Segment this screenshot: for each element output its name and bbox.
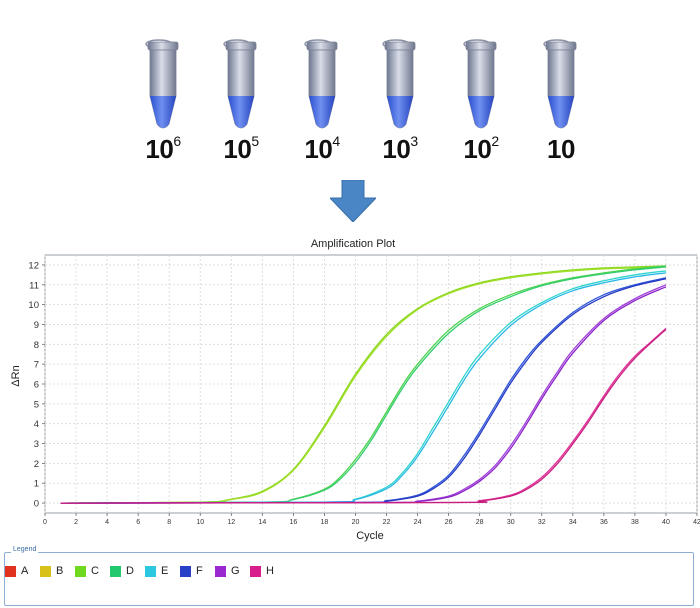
series-line-d (60, 266, 667, 504)
legend: Legend A B C D E F G H (4, 546, 694, 606)
concentration-base: 10 (382, 134, 411, 164)
legend-swatch (145, 565, 156, 577)
concentration-label: 10 (521, 134, 601, 165)
legend-label: E (161, 565, 169, 577)
amplification-plot: Amplification Plot 0 2 4 6 8 10 12 14 16 18 20 22 24… (10, 238, 700, 542)
y-tick-label: 8 (34, 340, 39, 351)
concentration-exponent: 6 (173, 133, 181, 150)
x-tick-label: 36 (600, 519, 608, 526)
tube-icon (138, 38, 188, 133)
legend-item: H (250, 565, 285, 577)
x-tick-label: 2 (74, 519, 78, 526)
legend-swatch (110, 565, 121, 577)
legend-label: H (266, 565, 274, 577)
legend-item: C (75, 565, 110, 577)
concentration-exponent: 3 (410, 133, 418, 150)
legend-swatch (75, 565, 86, 577)
y-tick-label: 2 (34, 459, 39, 470)
legend-title: Legend (11, 546, 39, 553)
x-axis-label: Cycle (356, 530, 384, 542)
chart-title: Amplification Plot (311, 238, 395, 250)
legend-label: C (91, 565, 99, 577)
legend-items: A B C D E F G H (5, 565, 285, 577)
y-tick-label: 5 (34, 399, 39, 410)
x-tick-label: 12 (227, 519, 235, 526)
legend-label: D (126, 565, 134, 577)
tube-icon (297, 38, 347, 133)
x-tick-label: 26 (445, 519, 453, 526)
legend-swatch (215, 565, 226, 577)
concentration-base: 10 (547, 134, 575, 164)
x-tick-label: 38 (631, 519, 639, 526)
concentration-exponent: 4 (332, 133, 340, 150)
x-tick-label: 16 (289, 519, 297, 526)
concentration-base: 10 (463, 134, 492, 164)
y-tick-label: 3 (34, 439, 39, 450)
x-tick-label: 6 (136, 519, 140, 526)
y-tick-label: 1 (34, 479, 39, 490)
x-tick-label: 8 (167, 519, 171, 526)
concentration-label: 102 (441, 133, 521, 165)
concentration-exponent: 2 (491, 133, 499, 150)
concentration-label: 103 (360, 133, 440, 165)
legend-item: E (145, 565, 180, 577)
x-tick-label: 28 (476, 519, 484, 526)
concentration-label: 106 (123, 133, 203, 165)
legend-item: F (180, 565, 215, 577)
legend-label: A (21, 565, 29, 577)
x-tick-label: 4 (105, 519, 109, 526)
legend-item: B (40, 565, 75, 577)
x-tick-label: 34 (569, 519, 577, 526)
legend-item: D (110, 565, 145, 577)
legend-item: G (215, 565, 250, 577)
x-tick-label: 20 (352, 519, 360, 526)
plot-area: 0 2 4 6 8 10 12 14 16 18 20 22 24 26 28 30 32 34 36 38 40 420… (28, 254, 700, 526)
legend-label: B (56, 565, 64, 577)
legend-item: A (5, 565, 40, 577)
tube-icon (216, 38, 266, 133)
down-arrow-icon (328, 179, 378, 223)
concentration-base: 10 (304, 134, 333, 164)
dilution-series: 106 105 104 103 102 10 (0, 0, 700, 175)
y-tick-label: 10 (28, 300, 39, 311)
legend-swatch (40, 565, 51, 577)
concentration-exponent: 5 (251, 133, 259, 150)
x-tick-label: 22 (383, 519, 391, 526)
x-tick-label: 0 (43, 519, 47, 526)
y-tick-label: 9 (34, 320, 39, 331)
legend-swatch (180, 565, 191, 577)
series-line-c (60, 266, 667, 504)
y-tick-label: 11 (29, 280, 39, 291)
legend-swatch (250, 565, 261, 577)
tube-icon (375, 38, 425, 133)
legend-label: F (196, 565, 203, 577)
y-tick-label: 12 (28, 260, 39, 271)
concentration-base: 10 (223, 134, 252, 164)
y-tick-label: 4 (34, 419, 39, 430)
x-tick-label: 24 (414, 519, 422, 526)
y-tick-label: 0 (34, 499, 39, 510)
concentration-base: 10 (145, 134, 174, 164)
x-tick-label: 30 (507, 519, 515, 526)
tube-icon (456, 38, 506, 133)
legend-swatch (5, 565, 16, 577)
x-tick-label: 10 (196, 519, 204, 526)
tube-icon (536, 38, 586, 133)
legend-label: G (231, 565, 240, 577)
x-tick-label: 14 (258, 519, 266, 526)
series-line-e (60, 272, 667, 504)
x-tick-label: 40 (662, 519, 670, 526)
x-tick-label: 32 (538, 519, 546, 526)
x-tick-label: 18 (321, 519, 329, 526)
series-line-h (60, 328, 667, 504)
concentration-label: 104 (282, 133, 362, 165)
concentration-label: 105 (201, 133, 281, 165)
y-tick-label: 7 (34, 360, 39, 371)
y-tick-label: 6 (34, 380, 39, 391)
y-axis-label: ΔRn (10, 365, 22, 386)
x-tick-label: 42 (693, 519, 700, 526)
